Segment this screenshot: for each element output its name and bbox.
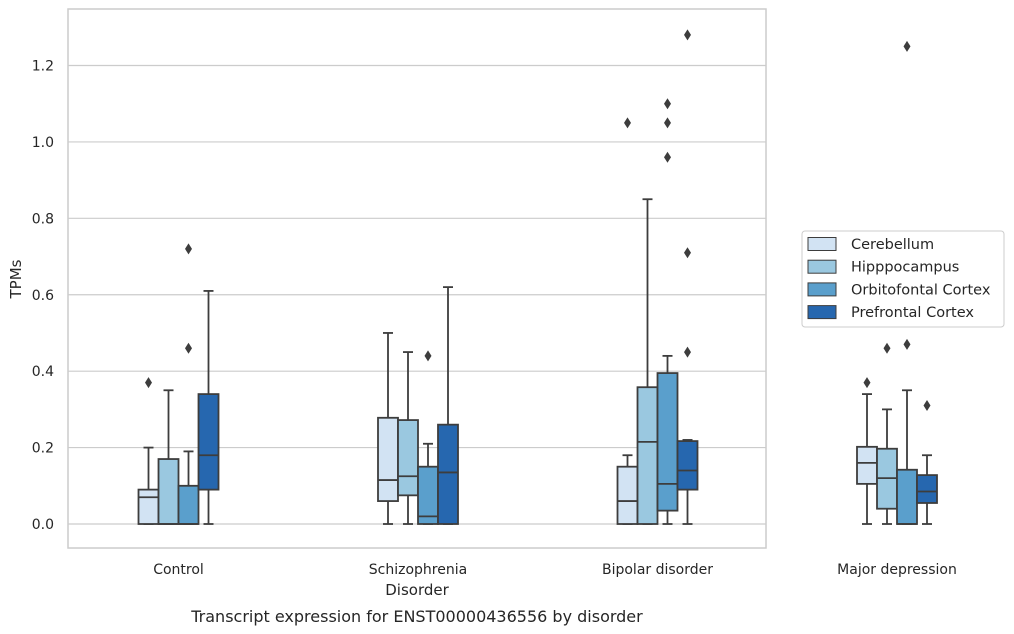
chart-caption: Transcript expression for ENST0000043655… [190, 607, 643, 626]
box-body [157, 458, 180, 525]
outlier-point [664, 151, 671, 163]
y-tick-label: 0.6 [32, 288, 54, 304]
box-orbitofontal-cortex-2 [656, 98, 679, 525]
box-prefrontal-cortex-2 [676, 29, 699, 525]
outlier-point [684, 247, 691, 259]
box-body [636, 386, 659, 525]
box-orbitofontal-cortex-0 [177, 243, 200, 525]
outlier-point [664, 98, 671, 110]
box-body [437, 423, 459, 525]
outlier-point [863, 377, 871, 389]
box-orbitofontal-cortex-1 [417, 350, 439, 525]
x-axis-title: Disorder [385, 581, 449, 599]
x-tick-label: Control [153, 562, 204, 578]
box-cerebellum-0 [137, 377, 160, 525]
outlier-point [684, 346, 691, 358]
outlier-point [424, 350, 432, 362]
x-tick-label: Major depression [837, 562, 957, 578]
outlier-point [624, 117, 631, 129]
y-tick-label: 1.0 [32, 135, 54, 151]
x-tick-label: Schizophrenia [369, 562, 467, 578]
legend-label-cerebellum: Cerebellum [851, 237, 934, 253]
box-layer [137, 29, 938, 525]
box-prefrontal-cortex-0 [197, 290, 220, 525]
box-body [896, 468, 918, 525]
y-tick-label: 0.8 [32, 211, 54, 227]
box-hipppocampus-1 [397, 351, 419, 525]
outlier-point [684, 29, 691, 41]
box-body [656, 372, 679, 512]
box-hipppocampus-0 [157, 389, 180, 525]
outlier-point [664, 117, 671, 129]
legend-swatch-hipppocampus [807, 259, 837, 274]
box-prefrontal-cortex-1 [437, 286, 459, 525]
box-hipppocampus-3 [876, 304, 898, 525]
outlier-point [903, 338, 911, 350]
y-tick-labels: 0.0 0.2 0.4 0.6 0.8 1.0 1.2 [32, 59, 54, 534]
x-tick-label: Bipolar disorder [602, 562, 713, 578]
y-tick-label: 1.2 [32, 59, 54, 75]
box-body [397, 419, 419, 497]
box-body [177, 484, 200, 525]
legend-label-hipppocampus: Hipppocampus [851, 260, 959, 276]
y-tick-label: 0.0 [32, 517, 54, 533]
legend: Cerebellum Hipppocampus Orbitofontal Corte… [801, 230, 1005, 328]
y-tick-label: 0.2 [32, 441, 54, 457]
outlier-point [145, 377, 152, 389]
outlier-point [185, 342, 192, 354]
outlier-point [883, 342, 891, 354]
outlier-point [185, 243, 192, 255]
box-body [417, 465, 439, 525]
box-body [916, 474, 938, 504]
box-cerebellum-2 [616, 117, 639, 525]
outlier-point [903, 40, 911, 52]
box-body [856, 445, 878, 485]
box-cerebellum-3 [856, 377, 878, 525]
legend-label-prefrontal-cortex: Prefrontal Cortex [851, 305, 974, 321]
box-body [377, 416, 399, 502]
outlier-point [923, 400, 931, 412]
grid-layer [68, 64, 766, 525]
box-body [137, 488, 160, 525]
plot-frame [67, 8, 767, 549]
box-body [197, 393, 220, 491]
x-tick-labels: Control Schizophrenia Bipolar disorder Majo… [153, 562, 957, 578]
legend-label-orbitofontal-cortex: Orbitofontal Cortex [851, 282, 991, 298]
legend-frame [801, 230, 1005, 328]
box-body [616, 465, 639, 525]
box-hipppocampus-2 [636, 198, 659, 525]
legend-swatch-cerebellum [807, 237, 837, 251]
y-axis-title: TPMs [7, 259, 25, 299]
box-cerebellum-1 [377, 332, 399, 525]
y-tick-label: 0.4 [32, 364, 54, 380]
legend-swatch-prefrontal-cortex [807, 305, 837, 320]
box-body [676, 440, 699, 491]
legend-swatch-orbitofontal-cortex [807, 282, 837, 297]
box-prefrontal-cortex-3 [916, 400, 938, 525]
